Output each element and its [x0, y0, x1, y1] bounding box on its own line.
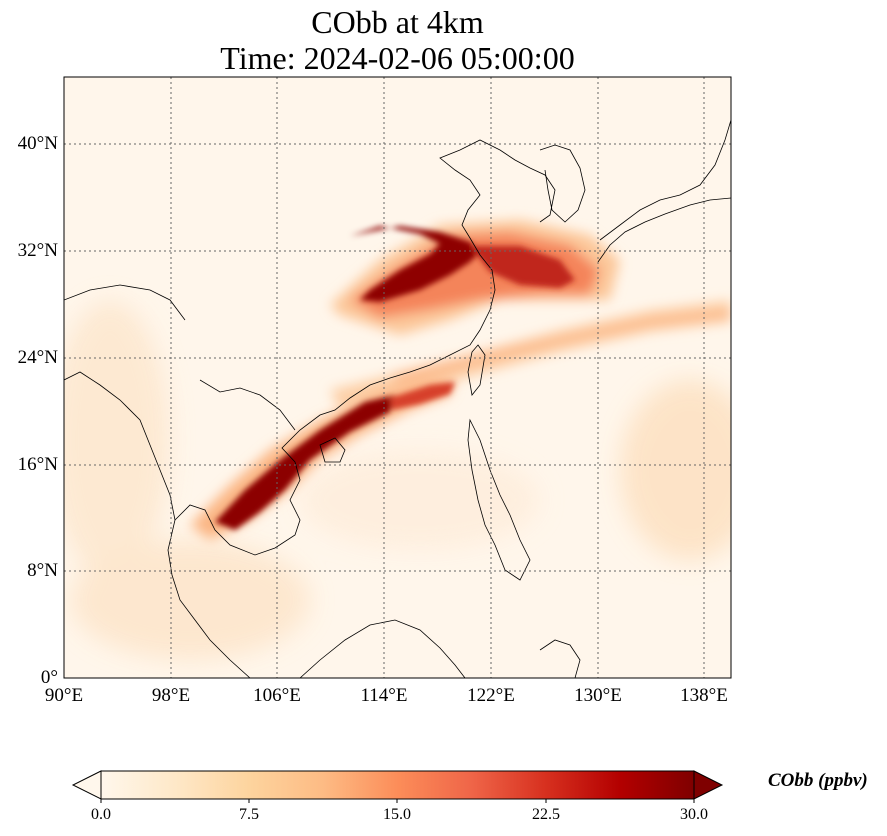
border-china-south: [199, 379, 296, 431]
coast-sulawesi: [539, 639, 581, 678]
coast-hainan: [319, 437, 346, 463]
colorbar-tick-0: 0.0: [91, 806, 111, 823]
coast-taiwan: [467, 344, 486, 396]
haze-west: [64, 300, 170, 580]
haze-center: [300, 450, 540, 550]
coast-borneo: [299, 619, 466, 678]
lat-tick-24n: 24°N: [17, 347, 58, 368]
coast-philippines: [467, 418, 531, 581]
lon-tick-122e: 122°E: [467, 685, 515, 706]
lat-tick-32n: 32°N: [17, 240, 58, 261]
lat-tick-16n: 16°N: [17, 454, 58, 475]
north-plume-max: [350, 226, 480, 302]
coastlines: [64, 119, 731, 678]
north-plume-core: [350, 226, 575, 302]
colorbar-extend-max: [693, 770, 724, 800]
coast-korea: [539, 144, 586, 223]
border-himalaya: [64, 284, 186, 321]
north-plume-east: [470, 246, 575, 288]
south-plume-core: [215, 382, 455, 530]
map-subtitle-time: Time: 2024-02-06 05:00:00: [220, 40, 575, 76]
colorbar-tick-7-5: 7.5: [239, 806, 259, 823]
haze-southwest: [70, 540, 310, 660]
colorbar-tick-30: 30.0: [680, 806, 708, 823]
lon-tick-106e: 106°E: [253, 685, 301, 706]
map-title: CObb at 4km: [311, 4, 484, 40]
colorbar-extend-min: [71, 770, 102, 800]
colorbar-tick-22-5: 22.5: [532, 806, 560, 823]
lat-tick-8n: 8°N: [27, 560, 58, 581]
colorbar-tick-15: 15.0: [383, 806, 411, 823]
colorbar-gradient: [100, 770, 695, 800]
lon-tick-130e: 130°E: [574, 685, 622, 706]
lon-tick-114e: 114°E: [360, 685, 408, 706]
colorbar: [71, 770, 724, 803]
haze-east: [620, 380, 731, 560]
coast-japan-south: [597, 197, 731, 263]
gridlines: [64, 77, 731, 678]
coast-mainland-southwest: [64, 371, 251, 678]
coast-japan-north: [599, 119, 731, 241]
lon-tick-90e: 90°E: [44, 685, 84, 706]
lon-tick-138e: 138°E: [680, 685, 728, 706]
pacific-tail-core: [390, 310, 731, 385]
lat-tick-40n: 40°N: [17, 133, 58, 154]
lat-tick-0: 0°: [40, 667, 58, 688]
colorbar-label: CObb (ppbv): [768, 770, 868, 791]
concentration-field: [64, 77, 731, 678]
south-plume-max: [215, 395, 395, 530]
south-plume-tip: [390, 382, 455, 410]
lon-tick-98e: 98°E: [151, 685, 191, 706]
map-frame: [63, 76, 732, 679]
coast-mainland-east: [174, 139, 556, 556]
